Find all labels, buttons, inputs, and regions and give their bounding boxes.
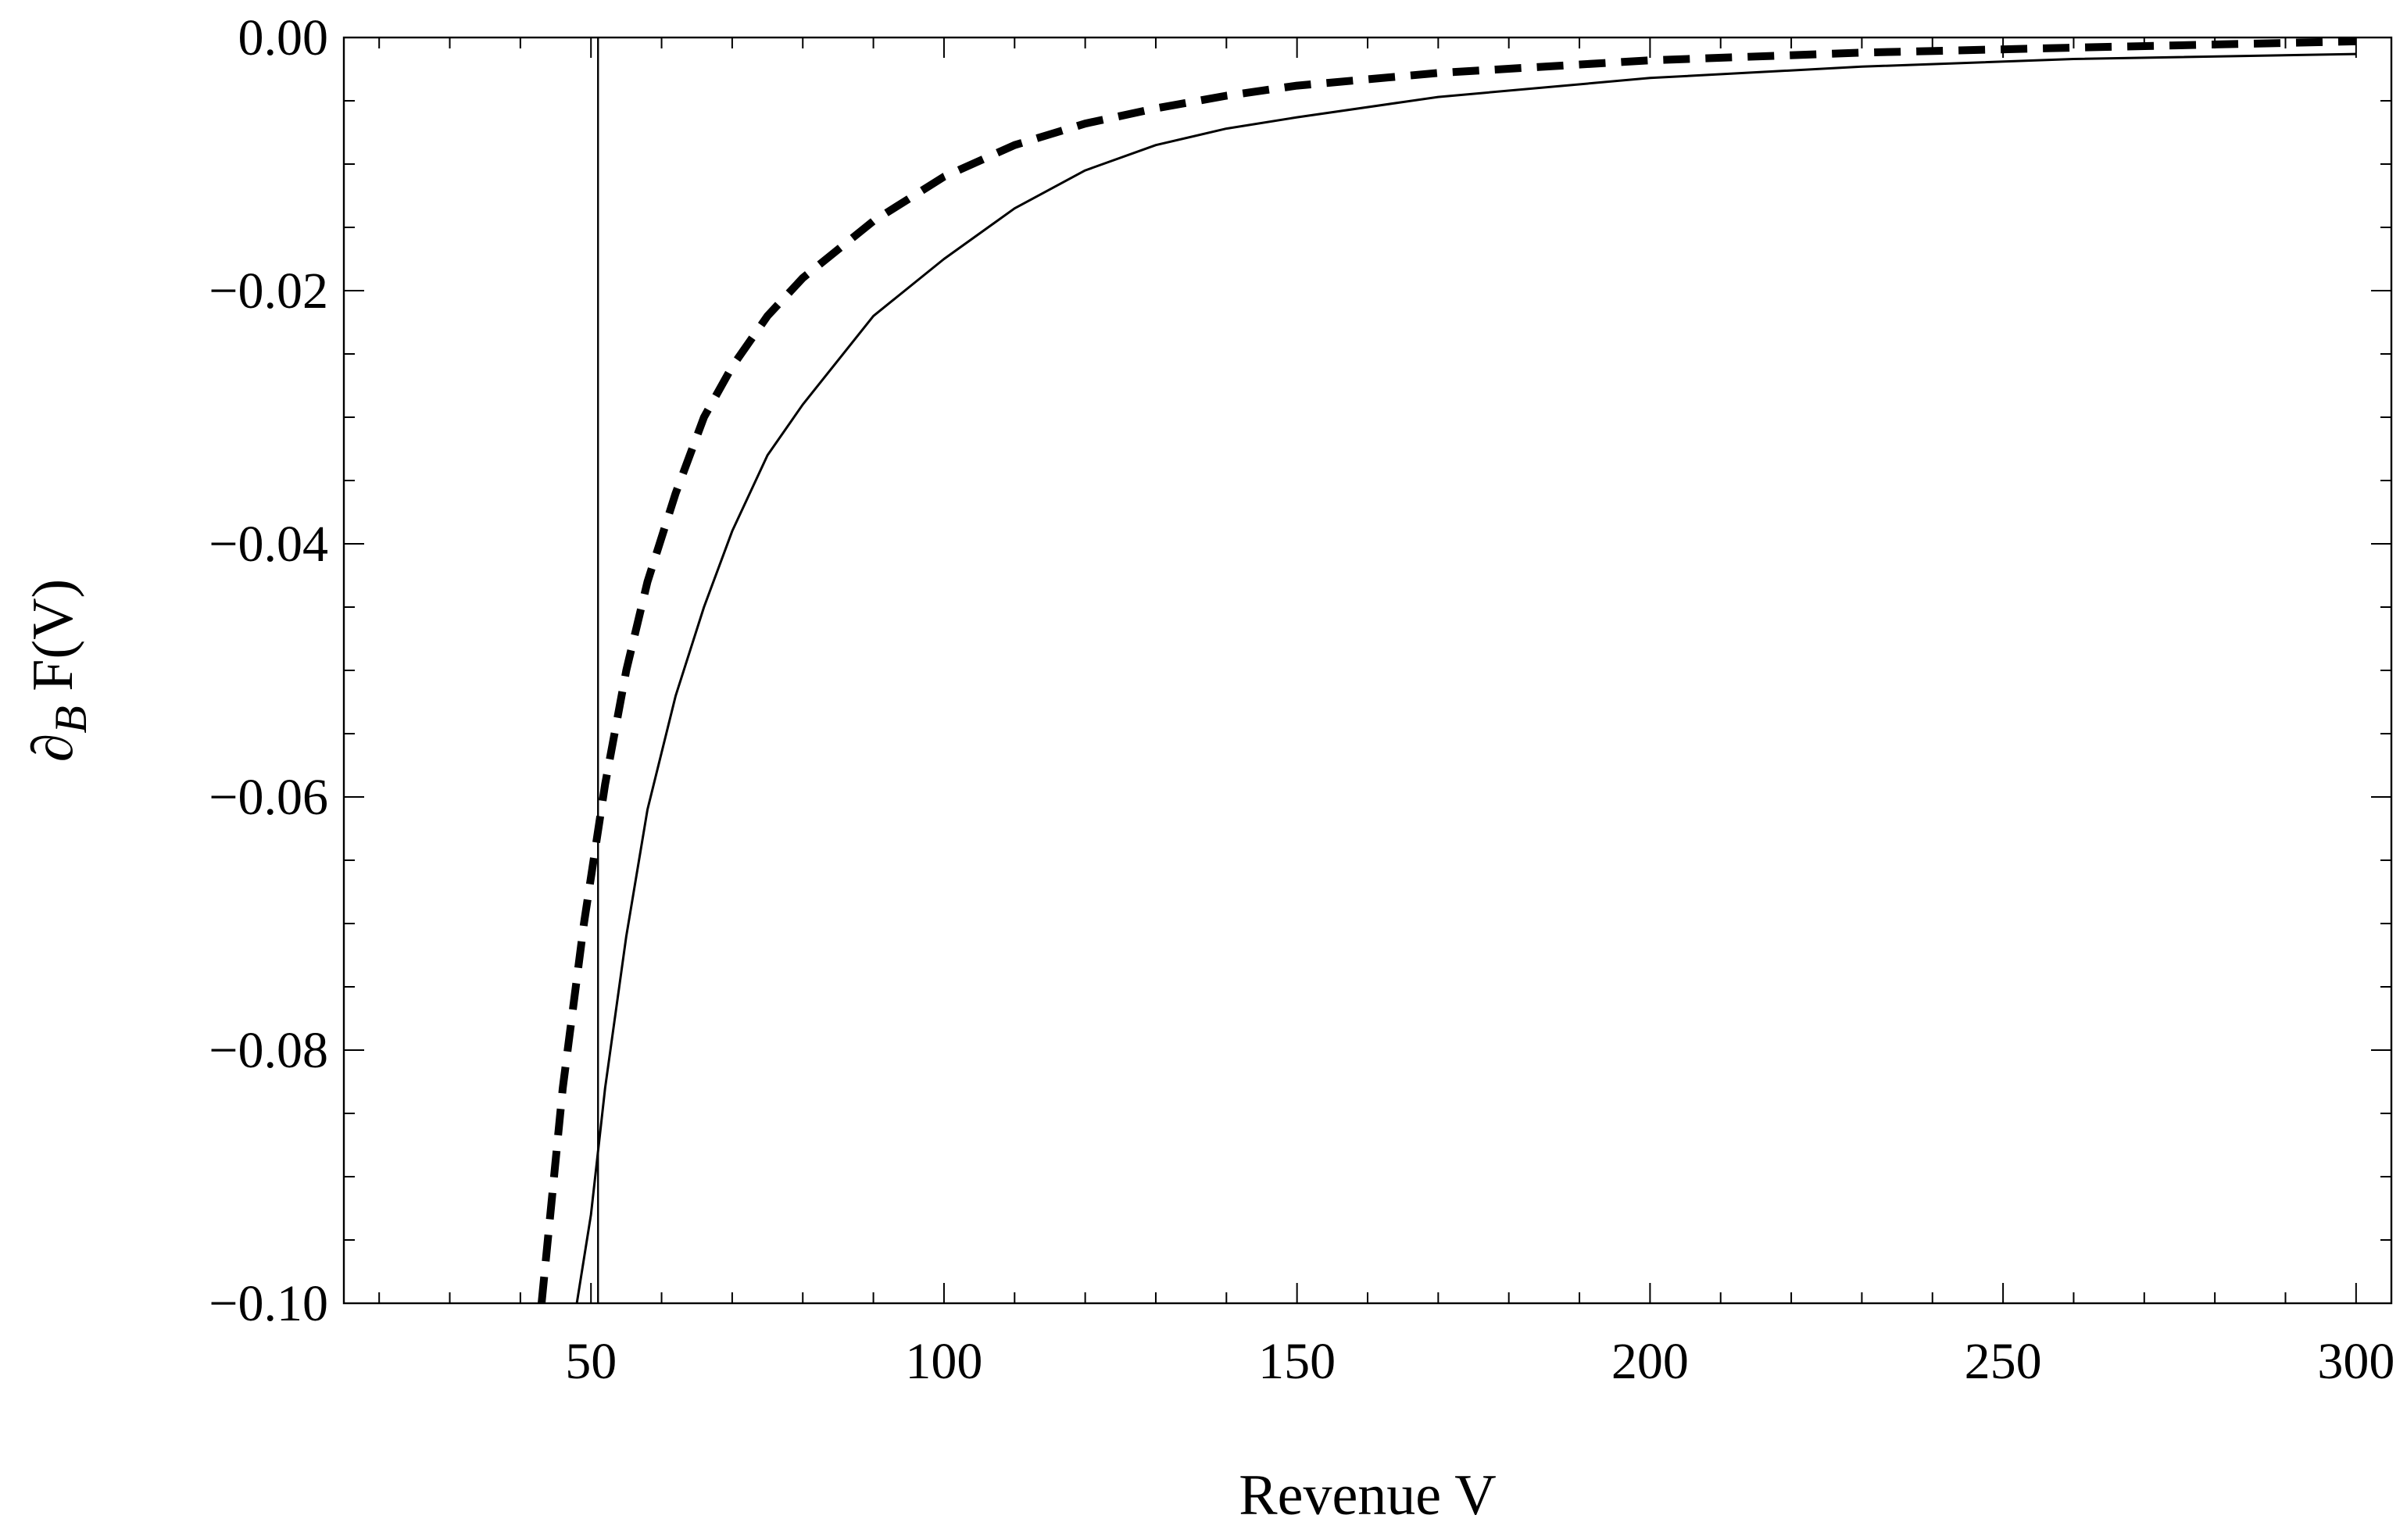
y-axis-label: ∂B F(V) xyxy=(21,579,96,762)
tick-labels: 50 100 150 200 250 300 0.00 −0.02 −0.04 −0.06 −0.0… xyxy=(209,9,2394,1390)
y-axis-label-subscript: B xyxy=(45,706,96,733)
y-axis-label-base: ∂ xyxy=(21,734,85,763)
series-line-solid xyxy=(575,52,2356,1304)
y-tick-label: −0.10 xyxy=(209,1275,328,1332)
y-tick-label: 0.00 xyxy=(238,9,329,66)
x-axis-label: Revenue V xyxy=(1239,1463,1497,1527)
y-axis-label-rest: F(V) xyxy=(21,579,85,706)
plot-frame xyxy=(342,36,2393,1305)
series-layer xyxy=(538,37,2356,1304)
x-tick-label: 250 xyxy=(1965,1333,2042,1390)
x-tick-label: 300 xyxy=(2317,1333,2394,1390)
y-tick-label: −0.04 xyxy=(209,516,328,573)
x-tick-label: 100 xyxy=(905,1333,982,1390)
x-tick-label: 50 xyxy=(565,1333,617,1390)
y-tick-label: −0.08 xyxy=(209,1022,328,1079)
axis-ticks xyxy=(344,37,2391,1304)
y-tick-label: −0.02 xyxy=(209,263,328,320)
y-tick-label: −0.06 xyxy=(209,769,328,826)
x-tick-label: 150 xyxy=(1258,1333,1336,1390)
x-tick-label: 200 xyxy=(1611,1333,1689,1390)
series-line-dashed xyxy=(538,37,2356,1304)
